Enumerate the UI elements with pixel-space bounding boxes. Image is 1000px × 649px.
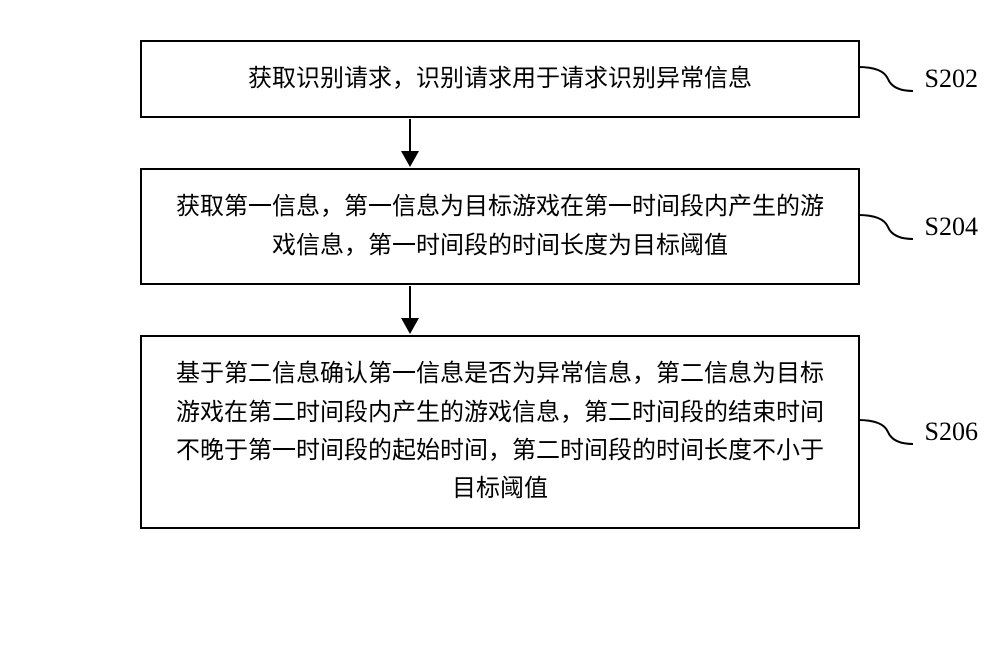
step-label-s206: S206: [925, 411, 978, 453]
step-text: 基于第二信息确认第一信息是否为异常信息，第二信息为目标游戏在第二时间段内产生的游…: [176, 361, 824, 502]
flowchart-container: 获取识别请求，识别请求用于请求识别异常信息 S202 获取第一信息，第一信息为目…: [50, 40, 950, 529]
step-row-3: 基于第二信息确认第一信息是否为异常信息，第二信息为目标游戏在第二时间段内产生的游…: [50, 335, 950, 529]
step-box-s206: 基于第二信息确认第一信息是否为异常信息，第二信息为目标游戏在第二时间段内产生的游…: [140, 335, 860, 529]
arrow-head: [401, 151, 419, 167]
connector-curve-2: [858, 207, 918, 247]
connector-curve-1: [858, 59, 918, 99]
step-box-s204: 获取第一信息，第一信息为目标游戏在第一时间段内产生的游戏信息，第一时间段的时间长…: [140, 168, 860, 285]
arrow-1: [401, 118, 419, 168]
connector-curve-3: [858, 412, 918, 452]
arrow-line: [409, 286, 411, 318]
arrow-2: [401, 285, 419, 335]
step-row-1: 获取识别请求，识别请求用于请求识别异常信息 S202: [50, 40, 950, 118]
step-text: 获取识别请求，识别请求用于请求识别异常信息: [248, 66, 752, 92]
step-label-s202: S202: [925, 58, 978, 100]
step-text: 获取第一信息，第一信息为目标游戏在第一时间段内产生的游戏信息，第一时间段的时间长…: [176, 194, 824, 258]
arrow-head: [401, 318, 419, 334]
step-label-s204: S204: [925, 206, 978, 248]
step-box-s202: 获取识别请求，识别请求用于请求识别异常信息 S202: [140, 40, 860, 118]
arrow-line: [409, 119, 411, 151]
step-row-2: 获取第一信息，第一信息为目标游戏在第一时间段内产生的游戏信息，第一时间段的时间长…: [50, 168, 950, 285]
